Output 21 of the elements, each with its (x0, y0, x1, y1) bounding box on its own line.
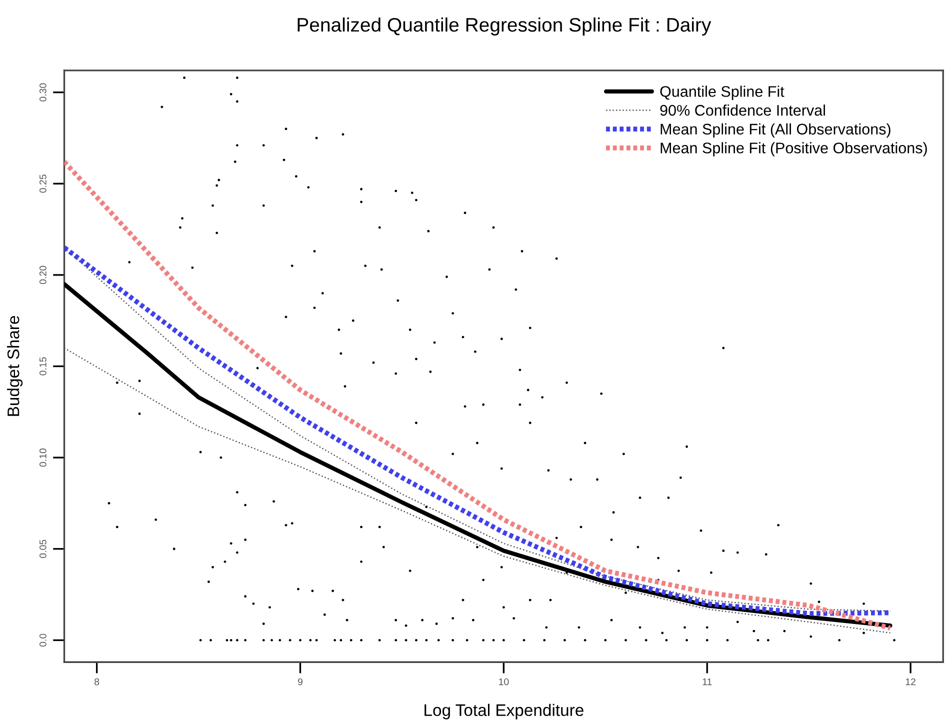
x-tick-label: 9 (298, 678, 302, 686)
y-tick-label: 0.20 (39, 266, 46, 284)
y-tick-label: 0.30 (39, 83, 46, 102)
legend-label: Mean Spline Fit (All Observations) (660, 123, 890, 138)
x-tick-label: 12 (906, 678, 916, 686)
y-axis-title: Budget Share (7, 316, 23, 416)
x-tick-label: 8 (94, 678, 100, 686)
y-tick-label: 0.0 (39, 634, 46, 647)
legend-label: Quantile Spline Fit (660, 86, 784, 100)
legend-label: 90% Confidence Interval (660, 104, 825, 116)
line-series (64, 159, 893, 631)
x-tick-label: 11 (702, 678, 712, 686)
chart-title: Penalized Quantile Regression Spline Fit : Dairy (298, 17, 712, 36)
line-series (64, 347, 891, 634)
legend-label: Mean Spline Fit (Positive Observations) (660, 142, 927, 156)
y-tick-label: 0.10 (39, 448, 46, 467)
x-axis-title: Log Total Expenditure (424, 704, 584, 720)
x-tick-label: 10 (499, 678, 509, 686)
y-tick-label: 0.15 (39, 357, 46, 376)
y-tick-label: 0.25 (39, 174, 46, 193)
y-tick-label: 0.05 (39, 540, 46, 558)
